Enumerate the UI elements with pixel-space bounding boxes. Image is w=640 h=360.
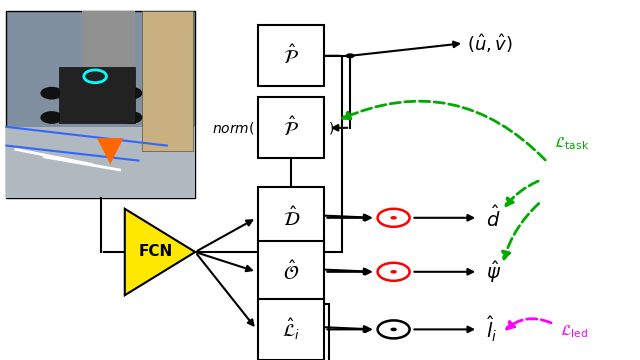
Bar: [6, 127, 195, 198]
Text: $(\hat{u}, \hat{v})$: $(\hat{u}, \hat{v})$: [467, 32, 513, 55]
Circle shape: [378, 320, 410, 338]
Bar: [60, 67, 135, 123]
Circle shape: [120, 87, 142, 99]
Circle shape: [40, 111, 63, 124]
Circle shape: [40, 87, 63, 99]
Text: $\hat{\mathcal{O}}$: $\hat{\mathcal{O}}$: [283, 260, 300, 284]
Bar: [82, 11, 135, 123]
Text: $norm($: $norm($: [212, 120, 255, 136]
Circle shape: [378, 263, 410, 281]
Bar: [262, 304, 329, 360]
Circle shape: [390, 216, 397, 220]
Text: $)$: $)$: [328, 120, 334, 136]
Text: $\hat{\psi}$: $\hat{\psi}$: [486, 259, 502, 285]
Text: $\hat{\mathcal{L}}_i$: $\hat{\mathcal{L}}_i$: [282, 316, 300, 342]
Polygon shape: [97, 138, 124, 164]
Bar: [142, 11, 193, 151]
Circle shape: [120, 111, 142, 124]
Bar: [258, 299, 324, 360]
Bar: [258, 25, 324, 86]
Bar: [258, 97, 324, 158]
Circle shape: [378, 209, 410, 227]
Text: $\mathcal{L}_{\rm led}$: $\mathcal{L}_{\rm led}$: [560, 323, 588, 339]
Text: $\hat{\mathcal{P}}$: $\hat{\mathcal{P}}$: [284, 116, 299, 140]
Text: $\mathcal{L}_{\rm task}$: $\mathcal{L}_{\rm task}$: [554, 136, 589, 152]
Circle shape: [390, 270, 397, 274]
Circle shape: [346, 53, 355, 58]
Bar: [6, 11, 195, 198]
Circle shape: [390, 328, 397, 331]
Text: $\hat{\mathcal{D}}$: $\hat{\mathcal{D}}$: [282, 206, 300, 230]
Text: $\hat{\mathcal{P}}$: $\hat{\mathcal{P}}$: [284, 44, 299, 68]
Polygon shape: [125, 209, 195, 295]
Text: $\hat{l}_i$: $\hat{l}_i$: [486, 315, 498, 344]
Bar: [258, 187, 324, 248]
Bar: [258, 241, 324, 302]
Text: $\hat{d}$: $\hat{d}$: [486, 205, 501, 231]
Text: FCN: FCN: [138, 244, 173, 260]
